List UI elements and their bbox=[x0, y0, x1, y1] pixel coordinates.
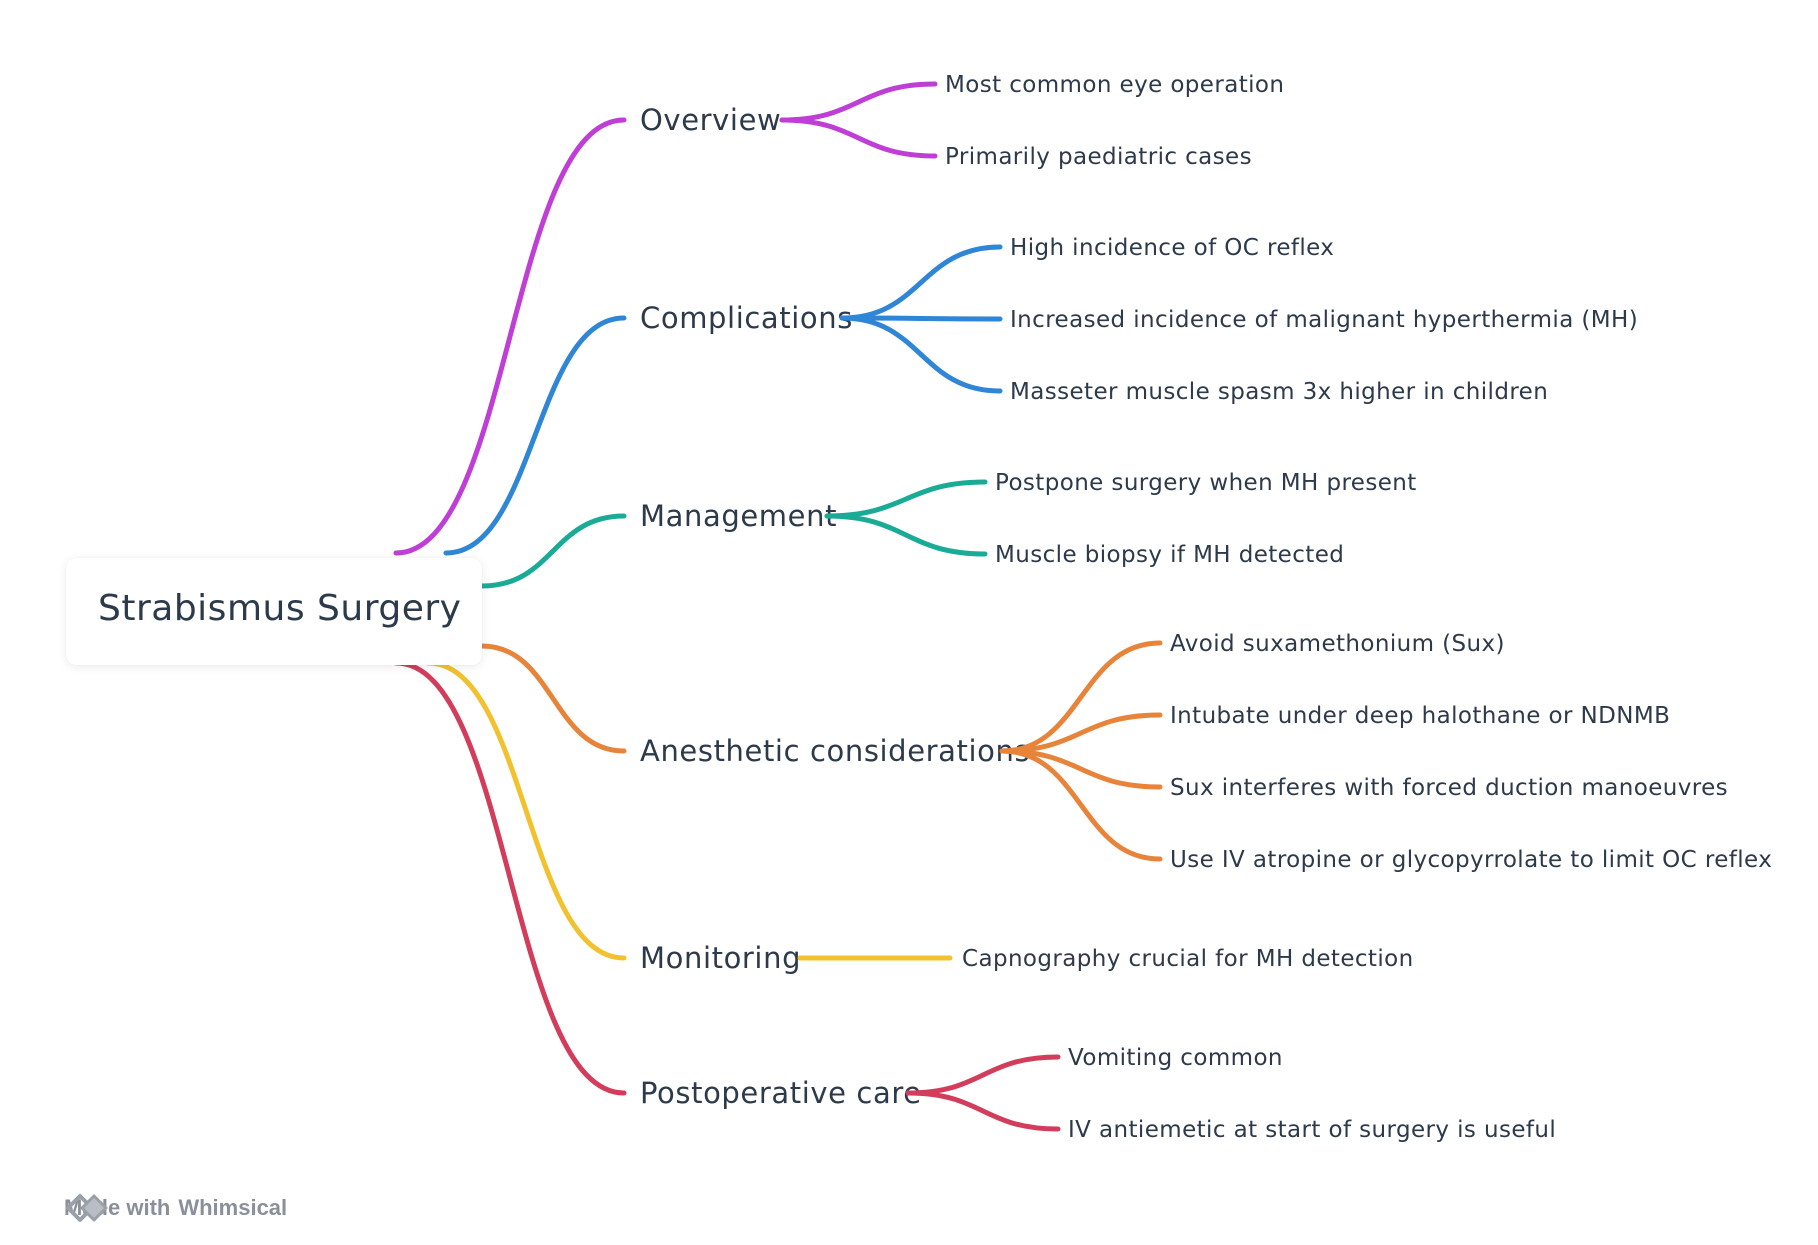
leaf-connector bbox=[779, 117, 938, 159]
leaf-node[interactable]: Sux interferes with forced duction manoe… bbox=[1170, 775, 1728, 801]
branch-monitoring: Monitoring Capnography crucial for MH det… bbox=[425, 660, 1414, 975]
leaf-node[interactable]: Postpone surgery when MH present bbox=[995, 470, 1417, 496]
branch-connector bbox=[443, 315, 627, 556]
branch-overview: Overview Most common eye operation Primari… bbox=[393, 72, 1284, 556]
leaf-connector bbox=[824, 479, 988, 519]
branch-connector bbox=[393, 117, 627, 556]
branch-management: Management Postpone surgery when MH prese… bbox=[479, 470, 1417, 589]
branch-postoperative-care: Postoperative care Vomiting common IV anti… bbox=[393, 660, 1556, 1143]
leaf-node[interactable]: Most common eye operation bbox=[945, 72, 1284, 98]
leaf-node[interactable]: Vomiting common bbox=[1068, 1045, 1283, 1071]
leaf-node[interactable]: Avoid suxamethonium (Sux) bbox=[1170, 631, 1505, 657]
leaf-connector bbox=[839, 315, 1003, 322]
leaf-node[interactable]: Intubate under deep halothane or NDNMB bbox=[1170, 703, 1670, 729]
whimsical-brand-text: Whimsical bbox=[178, 1195, 288, 1220]
leaf-node[interactable]: Muscle biopsy if MH detected bbox=[995, 542, 1344, 568]
branch-label-management[interactable]: Management bbox=[640, 499, 837, 533]
leaf-connector bbox=[824, 513, 988, 557]
branch-label-monitoring[interactable]: Monitoring bbox=[640, 941, 801, 975]
leaf-node[interactable]: Use IV atropine or glycopyrrolate to lim… bbox=[1170, 847, 1772, 873]
leaf-node[interactable]: High incidence of OC reflex bbox=[1010, 235, 1334, 261]
leaf-connector bbox=[905, 1090, 1061, 1132]
branch-label-postoperative-care[interactable]: Postoperative care bbox=[640, 1076, 922, 1110]
leaf-connector bbox=[779, 81, 938, 123]
leaf-connector bbox=[999, 640, 1163, 754]
branch-complications: Complications High incidence of OC reflex… bbox=[443, 235, 1638, 556]
leaf-node[interactable]: Masseter muscle spasm 3x higher in child… bbox=[1010, 379, 1548, 405]
branch-connector bbox=[479, 643, 627, 754]
branch-connector bbox=[393, 660, 627, 1096]
made-with-whimsical-badge[interactable]: Made with Whimsical bbox=[64, 1188, 287, 1228]
branch-connector bbox=[479, 513, 627, 589]
leaf-connector bbox=[839, 244, 1003, 321]
root-node-label: Strabismus Surgery bbox=[98, 588, 462, 629]
root-node[interactable] bbox=[66, 558, 482, 665]
leaf-connector bbox=[839, 315, 1003, 394]
whimsical-logo-icon bbox=[66, 1194, 108, 1222]
leaf-node[interactable]: Primarily paediatric cases bbox=[945, 144, 1252, 170]
leaf-connector bbox=[999, 748, 1163, 790]
branch-label-complications[interactable]: Complications bbox=[640, 301, 853, 335]
leaf-node[interactable]: IV antiemetic at start of surgery is use… bbox=[1068, 1117, 1556, 1143]
leaf-connector bbox=[999, 748, 1163, 862]
leaf-node[interactable]: Capnography crucial for MH detection bbox=[962, 946, 1414, 972]
branch-label-overview[interactable]: Overview bbox=[640, 103, 781, 137]
branch-label-anesthetic-considerations[interactable]: Anesthetic considerations bbox=[640, 734, 1030, 768]
leaf-connector bbox=[905, 1054, 1061, 1096]
leaf-connector bbox=[999, 712, 1163, 754]
branch-connector bbox=[425, 660, 627, 961]
branch-anesthetic-considerations: Anesthetic considerations Avoid suxametho… bbox=[479, 631, 1772, 873]
leaf-node[interactable]: Increased incidence of malignant hyperth… bbox=[1010, 307, 1638, 333]
